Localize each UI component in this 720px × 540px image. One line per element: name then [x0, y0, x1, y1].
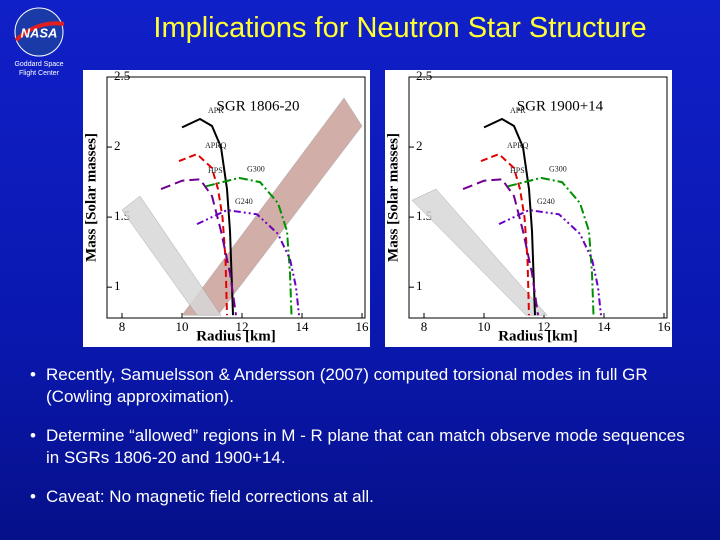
bullet: Determine “allowed” regions in M - R pla…	[30, 425, 700, 469]
y-tick-label: 2	[416, 138, 423, 153]
x-axis-label: Radius [km]	[196, 328, 276, 344]
logo-text: NASA	[21, 25, 58, 40]
bullet-list: Recently, Samuelsson & Andersson (2007) …	[30, 364, 700, 525]
x-axis-label: Radius [km]	[498, 328, 578, 344]
x-tick-label: 8	[421, 319, 428, 334]
y-axis-label: Mass [Solar masses]	[385, 133, 401, 262]
plot-frame	[408, 76, 668, 319]
curve-label: G240	[537, 197, 555, 206]
chart-panel: 8 10 12 14 16 1 1.5 2 2.5 APR APRQ HPS G300 G240 SGR 1…	[83, 68, 370, 347]
y-tick-label: 2.5	[416, 70, 432, 83]
curve-label: APRQ	[507, 141, 529, 150]
chart-title: SGR 1900+14	[517, 98, 604, 114]
curve-label: G300	[549, 165, 567, 174]
x-tick-label: 12	[236, 319, 249, 334]
eos-curve	[483, 117, 536, 316]
nasa-logo: NASA	[14, 7, 65, 57]
y-tick-label: 1	[114, 278, 121, 293]
curve-label: HPS	[208, 166, 223, 175]
x-tick-label: 10	[176, 319, 189, 334]
chart-panel: 8 10 12 14 16 1 1.5 2 2.5 APR APRQ HPS G300 G240 SGR 1…	[385, 68, 672, 347]
eos-curve	[507, 176, 595, 316]
curve-label: G300	[247, 165, 265, 174]
y-tick-label: 2.5	[114, 70, 130, 83]
bullet: Caveat: No magnetic field corrections at…	[30, 486, 700, 508]
x-tick-label: 16	[356, 319, 370, 334]
eos-curve	[181, 117, 234, 316]
eos-curve	[160, 178, 237, 316]
x-tick-label: 14	[598, 319, 612, 334]
x-tick-label: 12	[538, 319, 551, 334]
bullet: Recently, Samuelsson & Andersson (2007) …	[30, 364, 700, 408]
y-tick-label: 2	[114, 138, 121, 153]
curve-label: APR	[208, 106, 224, 115]
curve-label: G240	[235, 197, 253, 206]
eos-curve	[462, 178, 539, 316]
allowed-region	[411, 188, 548, 316]
eos-curve	[480, 152, 530, 316]
org-name: Goddard Space Flight Center	[14, 61, 64, 77]
chart-title: SGR 1806-20	[217, 98, 300, 114]
eos-curve	[178, 152, 228, 316]
curve-label: APR	[510, 106, 526, 115]
x-tick-label: 14	[296, 319, 310, 334]
y-tick-label: 1	[416, 278, 423, 293]
curve-label: HPS	[510, 166, 525, 175]
plot-frame	[106, 76, 366, 319]
slide-title: Implications for Neutron Star Structure	[153, 12, 647, 44]
allowed-region	[181, 97, 363, 316]
x-tick-label: 10	[478, 319, 491, 334]
eos-curve	[205, 176, 293, 316]
x-tick-label: 16	[658, 319, 672, 334]
x-tick-label: 8	[119, 319, 126, 334]
y-axis-label: Mass [Solar masses]	[83, 133, 99, 262]
curve-label: APRQ	[205, 141, 227, 150]
allowed-region	[121, 195, 222, 316]
